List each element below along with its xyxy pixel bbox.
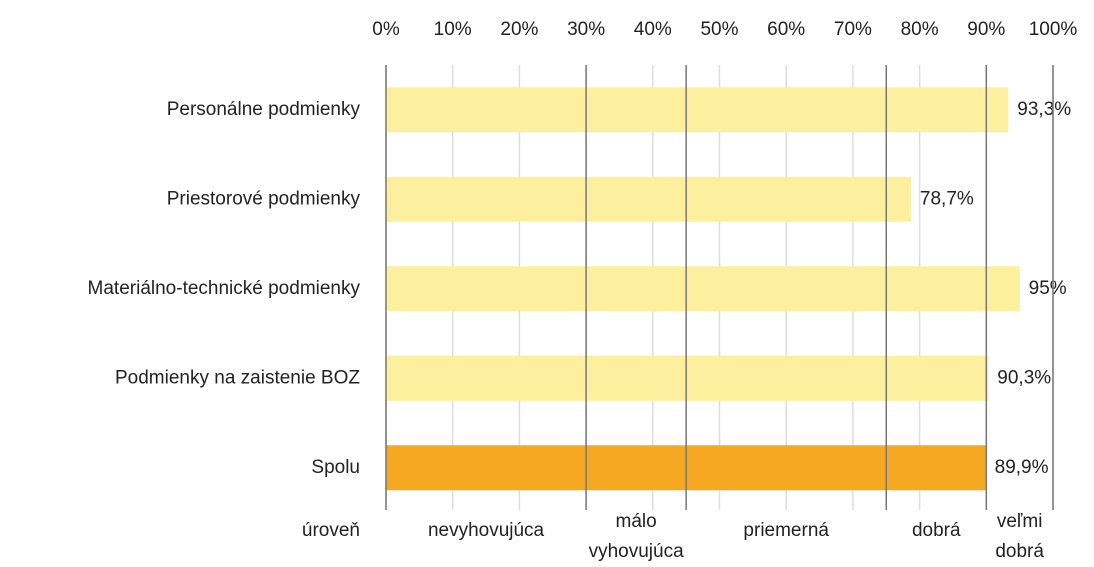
level-label: málo xyxy=(616,511,657,532)
value-label: 93,3% xyxy=(1017,99,1071,120)
value-label: 78,7% xyxy=(920,188,974,209)
level-title: úroveň xyxy=(302,520,360,541)
level-label: priemerná xyxy=(743,520,829,541)
level-label: nevyhovujúca xyxy=(428,520,545,541)
level-label: dobrá xyxy=(995,541,1044,562)
x-tick-label: 50% xyxy=(700,19,738,40)
x-tick-label: 20% xyxy=(500,19,538,40)
bar xyxy=(386,266,1020,312)
x-tick-label: 90% xyxy=(967,19,1005,40)
category-label: Materiálno-technické podmienky xyxy=(88,278,361,299)
x-tick-label: 70% xyxy=(834,19,872,40)
level-label: dobrá xyxy=(912,520,961,541)
x-tick-label: 30% xyxy=(567,19,605,40)
category-label: Podmienky na zaistenie BOZ xyxy=(115,367,360,388)
bar xyxy=(386,355,989,401)
x-tick-label: 0% xyxy=(372,19,400,40)
bar xyxy=(386,176,911,222)
level-label: vyhovujúca xyxy=(589,541,684,562)
value-label: 89,9% xyxy=(995,457,1049,478)
x-tick-label: 60% xyxy=(767,19,805,40)
level-label: veľmi xyxy=(997,511,1043,532)
value-label: 90,3% xyxy=(997,367,1051,388)
x-tick-label: 80% xyxy=(901,19,939,40)
category-label: Spolu xyxy=(311,457,360,478)
bar xyxy=(386,87,1009,133)
category-label: Priestorové podmienky xyxy=(167,188,361,209)
value-label: 95% xyxy=(1029,278,1067,299)
x-tick-label: 100% xyxy=(1029,19,1078,40)
x-tick-label: 10% xyxy=(434,19,472,40)
x-tick-label: 40% xyxy=(634,19,672,40)
category-label: Personálne podmienky xyxy=(167,99,361,120)
